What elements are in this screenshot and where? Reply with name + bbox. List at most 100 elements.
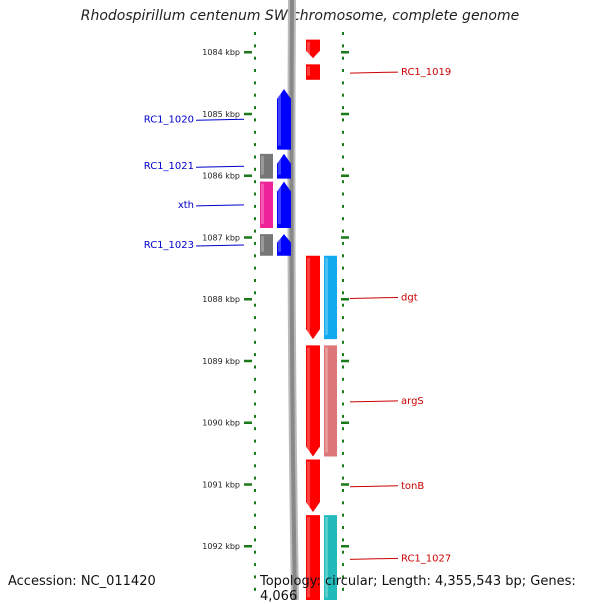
tick-dot [342, 167, 344, 171]
tick-dot [342, 328, 344, 332]
gene-highlight [278, 183, 281, 224]
gene-label: RC1_1023 [144, 240, 194, 251]
label-connector [195, 204, 245, 207]
tick-dot [342, 118, 344, 122]
tick-dot [254, 44, 256, 48]
tick-dot [342, 81, 344, 85]
tick-dot [342, 365, 344, 369]
tick-dot [342, 501, 344, 505]
gene-label: RC1_1020 [144, 114, 194, 125]
tick-dot [254, 229, 256, 233]
gene-glyph [306, 64, 320, 80]
tick-dot [254, 439, 256, 443]
gene-glyph [306, 515, 320, 600]
label-connector [349, 71, 399, 74]
tick-dot [342, 291, 344, 295]
tick-dot [254, 167, 256, 171]
gene-label: RC1_1021 [144, 161, 194, 172]
label-connector [349, 485, 399, 488]
tick-dot [342, 587, 344, 591]
tick-dot [254, 316, 256, 320]
tick-dot [254, 143, 256, 147]
gene-glyph [324, 515, 337, 600]
gene-glyph [277, 181, 291, 228]
tick-dot [254, 155, 256, 159]
tick-dot [342, 353, 344, 357]
tick-dot [342, 93, 344, 97]
tick-dot [254, 254, 256, 258]
label-connector [195, 244, 245, 247]
tick-dot [254, 340, 256, 344]
tick-dot [342, 44, 344, 48]
tick-dot [254, 56, 256, 60]
major-tick-right [341, 112, 349, 116]
gene-highlight [261, 236, 264, 252]
gene-highlight [261, 183, 264, 224]
gene-highlight [278, 91, 281, 146]
gene-label: xth [178, 200, 194, 211]
tick-dot [342, 377, 344, 381]
tick-dot [342, 69, 344, 72]
tick-dot [254, 279, 256, 282]
tick-dot [254, 204, 256, 208]
tick-dot [342, 106, 344, 110]
tick-dot [342, 217, 344, 221]
major-tick-right [341, 298, 349, 301]
major-tick-left [244, 174, 252, 177]
gene-glyph [260, 153, 273, 179]
tick-dot [342, 254, 344, 258]
tick-dot [254, 353, 256, 357]
tick-dot [254, 217, 256, 221]
kbp-label: 1092 kbp [202, 542, 240, 551]
tick-dot [342, 439, 344, 443]
accession-text: Accession: NC_011420 [8, 574, 156, 589]
tick-dot [342, 340, 344, 344]
label-connector [349, 400, 399, 403]
tick-dot [254, 192, 256, 196]
tick-dot [342, 550, 344, 554]
gene-highlight [307, 461, 310, 509]
backbone-line [289, 0, 297, 600]
gene-label: tonB [401, 481, 424, 492]
major-tick-right [341, 174, 349, 177]
tick-dot [342, 575, 344, 579]
major-tick-right [341, 421, 349, 424]
major-tick-left [244, 236, 252, 239]
gene-label: RC1_1019 [401, 67, 451, 78]
gene-glyph [306, 39, 320, 59]
major-tick-left [244, 545, 252, 548]
tick-dot [342, 32, 344, 35]
gene-highlight [307, 257, 310, 336]
tick-dot [254, 501, 256, 505]
tick-dot [342, 192, 344, 196]
major-tick-left [244, 298, 252, 301]
kbp-label: 1087 kbp [202, 233, 240, 242]
tick-dot [342, 464, 344, 468]
tick-dot [342, 390, 344, 394]
major-tick-left [244, 421, 252, 424]
major-tick-right [341, 51, 349, 54]
tick-dot [342, 316, 344, 320]
gene-highlight [278, 155, 281, 175]
tick-dot [254, 402, 256, 406]
gene-label: dgt [401, 292, 418, 303]
gene-glyph [324, 255, 337, 340]
tick-dot [254, 575, 256, 579]
tick-dot [254, 266, 256, 270]
tick-dot [254, 526, 256, 529]
tick-dot [342, 451, 344, 455]
tick-dot [342, 303, 344, 307]
tick-dot [254, 538, 256, 542]
kbp-label: 1089 kbp [202, 357, 240, 366]
gene-label: RC1_1027 [401, 553, 451, 564]
major-tick-right [341, 545, 349, 548]
kbp-label: 1091 kbp [202, 480, 240, 489]
tick-dot [342, 143, 344, 147]
tick-dot [254, 513, 256, 517]
kbp-label: 1090 kbp [202, 419, 240, 428]
label-connector [195, 165, 245, 168]
tick-dot [254, 550, 256, 554]
gene-highlight [307, 347, 310, 453]
tick-dot [254, 291, 256, 295]
tick-dot [254, 414, 256, 418]
